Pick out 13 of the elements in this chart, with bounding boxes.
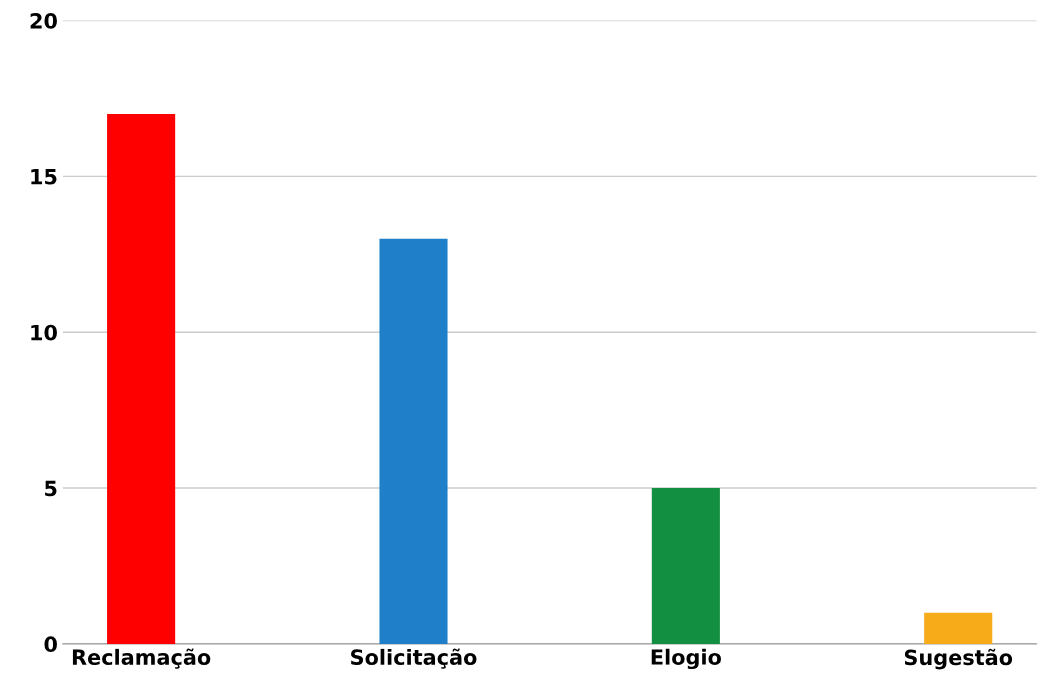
x-tick-label: Solicitação xyxy=(351,648,477,669)
x-tick-label: Reclamação xyxy=(72,648,211,669)
bar xyxy=(924,612,993,644)
bar xyxy=(651,488,720,644)
y-tick-label: 20 xyxy=(30,13,57,29)
y-tick-label: 15 xyxy=(31,169,57,185)
y-tick-label: 5 xyxy=(45,480,57,497)
x-tick-label: Sugestão xyxy=(904,648,1013,670)
bar xyxy=(379,238,448,644)
bar xyxy=(107,114,176,644)
y-tick-label: 10 xyxy=(31,324,57,341)
y-tick-label: 0 xyxy=(44,636,57,653)
x-tick-label: Elogio xyxy=(651,648,721,670)
